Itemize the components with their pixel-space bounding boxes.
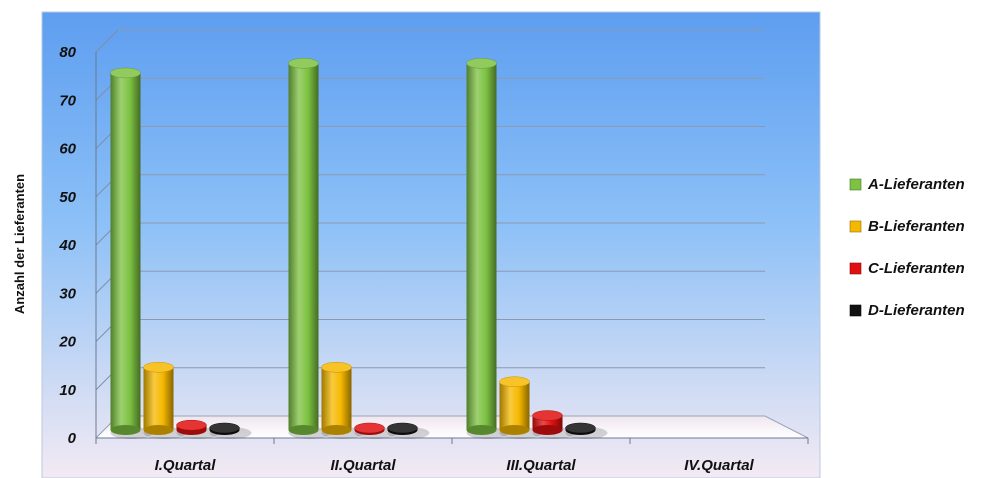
bar-A-Lieferanten-II.Quartal xyxy=(288,58,331,439)
legend-swatch xyxy=(849,262,862,275)
y-tick-label: 20 xyxy=(58,334,76,351)
y-tick-label: 40 xyxy=(58,237,76,254)
y-tick-label: 80 xyxy=(59,44,76,61)
y-tick-label: 30 xyxy=(59,285,76,302)
legend-swatch xyxy=(849,220,862,233)
x-tick-label: II.Quartal xyxy=(330,457,396,474)
bar-A-Lieferanten-I.Quartal xyxy=(110,67,153,439)
gridline xyxy=(95,29,119,53)
y-axis-ticks: 0 10 20 30 40 50 60 70 80 xyxy=(58,44,76,447)
x-tick-label: III.Quartal xyxy=(506,457,576,474)
y-tick-label: 70 xyxy=(59,92,76,109)
x-tick-label: IV.Quartal xyxy=(684,457,754,474)
bar-B-Lieferanten-I.Quartal xyxy=(143,362,186,439)
legend-swatch xyxy=(849,304,862,317)
y-tick-label: 0 xyxy=(68,430,77,447)
bars xyxy=(110,58,608,439)
legend-item: A-Lieferanten xyxy=(849,176,965,193)
x-axis-categories: I.Quartal II.Quartal III.Quartal IV.Quartal xyxy=(95,438,809,474)
legend-item: C-Lieferanten xyxy=(849,260,965,277)
legend-label: A-Lieferanten xyxy=(867,176,965,193)
bar-B-Lieferanten-III.Quartal xyxy=(499,376,542,439)
bar-B-Lieferanten-II.Quartal xyxy=(321,362,364,439)
bar-D-Lieferanten-I.Quartal xyxy=(209,422,252,439)
bar-A-Lieferanten-III.Quartal xyxy=(466,58,509,439)
bar-D-Lieferanten-III.Quartal xyxy=(565,422,608,439)
y-tick-label: 50 xyxy=(59,189,76,206)
legend: A-Lieferanten B-Lieferanten C-Lieferanten D… xyxy=(849,176,965,319)
legend-item: D-Lieferanten xyxy=(849,302,965,319)
legend-label: C-Lieferanten xyxy=(868,260,965,277)
x-tick-label: I.Quartal xyxy=(155,457,217,474)
legend-label: D-Lieferanten xyxy=(868,302,965,319)
y-tick-label: 10 xyxy=(59,382,76,399)
legend-item: B-Lieferanten xyxy=(849,218,965,235)
bar-D-Lieferanten-II.Quartal xyxy=(387,422,430,439)
bar-C-Lieferanten-III.Quartal xyxy=(532,410,575,439)
legend-label: B-Lieferanten xyxy=(868,218,965,235)
y-tick-label: 60 xyxy=(59,141,76,158)
bar-C-Lieferanten-I.Quartal xyxy=(176,419,219,439)
y-axis-label: Anzahl der Lieferanten xyxy=(12,174,27,314)
legend-swatch xyxy=(849,178,862,191)
bar-C-Lieferanten-II.Quartal xyxy=(354,422,397,439)
